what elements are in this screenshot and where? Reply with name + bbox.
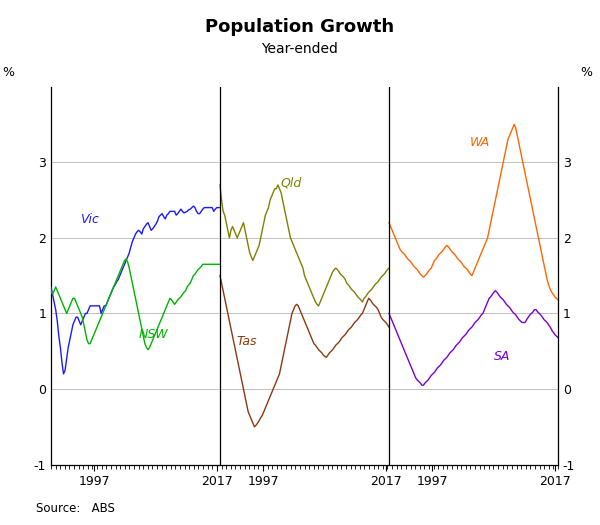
Text: WA: WA [470, 135, 490, 149]
Text: Qld: Qld [281, 176, 302, 190]
Text: Year-ended: Year-ended [262, 42, 338, 56]
Text: NSW: NSW [139, 328, 169, 341]
Text: %: % [580, 66, 592, 79]
Text: Population Growth: Population Growth [205, 18, 395, 36]
Text: SA: SA [494, 350, 510, 363]
Text: Tas: Tas [237, 335, 257, 348]
Text: Vic: Vic [80, 213, 98, 226]
Text: Source:   ABS: Source: ABS [36, 501, 115, 514]
Text: %: % [2, 66, 14, 79]
